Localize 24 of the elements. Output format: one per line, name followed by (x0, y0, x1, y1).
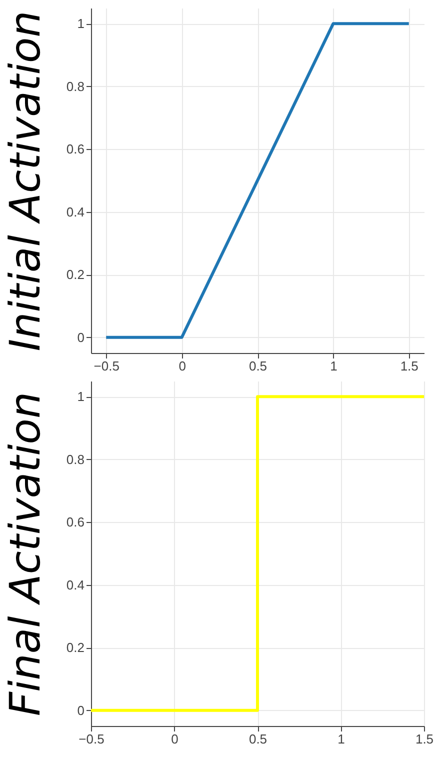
x-tick-label: 1.5 (400, 358, 418, 374)
y-tick-label: 0.8 (66, 78, 84, 94)
y-axis-title: Initial Activation (0, 10, 50, 352)
x-tick-label: 0.5 (248, 732, 268, 746)
x-tick-label: 1 (330, 358, 338, 374)
y-tick-label: 0.8 (66, 452, 84, 467)
y-tick-label: 0.4 (66, 204, 84, 220)
y-tick-label: 0.2 (66, 267, 84, 282)
y-tick-label: 1 (77, 16, 84, 32)
y-tick-label: 0.4 (66, 577, 84, 592)
y-tick-label: 0.2 (66, 640, 84, 656)
y-tick-label: 0 (77, 702, 84, 718)
y-axis-title: Final Activation (0, 392, 50, 716)
y-tick-label: 0.6 (66, 514, 84, 530)
y-tick-label: 0 (77, 330, 84, 345)
y-tick-label: 0.6 (66, 142, 84, 157)
x-tick-label: −0.5 (78, 732, 104, 746)
x-tick-label: 0.5 (248, 358, 268, 374)
x-tick-label: 0 (171, 732, 178, 746)
y-tick-label: 1 (77, 389, 84, 404)
x-tick-label: 1 (338, 732, 345, 746)
x-tick-label: 0 (178, 358, 186, 374)
x-tick-label: −0.5 (94, 358, 120, 374)
x-tick-label: 1.5 (415, 732, 434, 746)
